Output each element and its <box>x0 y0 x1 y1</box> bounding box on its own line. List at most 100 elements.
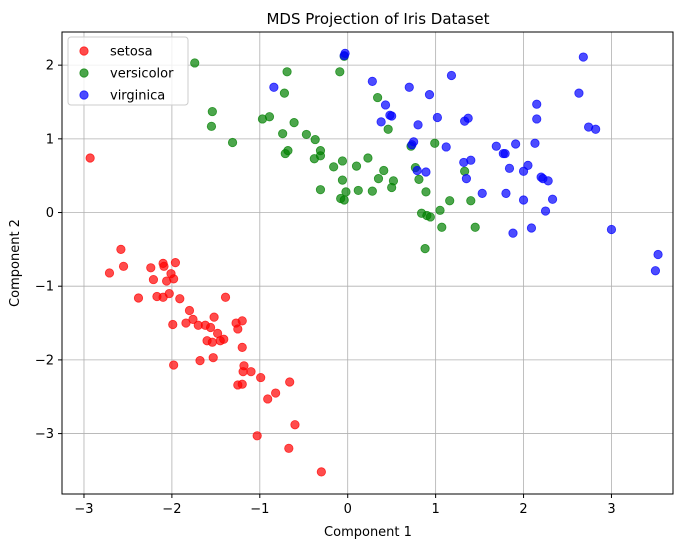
setosa-point <box>246 367 256 377</box>
setosa-point <box>175 294 185 304</box>
setosa-point <box>220 292 231 302</box>
virginica-point <box>540 206 551 216</box>
setosa-point <box>316 467 326 477</box>
setosa-point <box>195 356 205 366</box>
versicolor-point <box>351 161 362 171</box>
virginica-point <box>543 176 553 186</box>
virginica-point <box>421 167 431 177</box>
series-setosa <box>85 153 326 477</box>
virginica-point <box>432 112 442 123</box>
y-axis-title: Component 2 <box>8 219 23 307</box>
versicolor-point <box>367 186 377 196</box>
virginica-point <box>463 113 473 123</box>
setosa-point <box>148 274 159 285</box>
virginica-point <box>526 223 537 233</box>
versicolor-point <box>373 92 383 103</box>
versicolor-point <box>353 185 363 196</box>
setosa-point <box>233 324 243 334</box>
virginica-point <box>340 48 350 58</box>
y-tick-label: −3 <box>35 427 54 442</box>
setosa-point <box>208 353 218 363</box>
versicolor-point <box>309 154 319 164</box>
setosa-point <box>238 367 248 377</box>
setosa-point <box>133 293 144 303</box>
x-tick-label: 1 <box>431 502 439 517</box>
virginica-point <box>508 228 518 238</box>
virginica-point <box>578 52 588 62</box>
legend-label-virginica: virginica <box>110 89 165 104</box>
virginica-point <box>376 117 386 127</box>
versicolor-point <box>373 174 384 184</box>
legend: setosa versicolor virginica <box>67 36 189 106</box>
versicolor-point <box>310 134 320 145</box>
y-tick-label: 0 <box>46 206 54 221</box>
virginica-point <box>404 82 414 92</box>
versicolor-point <box>430 138 440 148</box>
setosa-point <box>184 305 195 316</box>
setosa-point <box>170 258 181 268</box>
setosa-point <box>169 274 179 284</box>
virginica-point <box>387 111 397 121</box>
setosa-point <box>219 334 229 344</box>
versicolor-point <box>445 196 455 206</box>
virginica-point <box>367 76 377 86</box>
series-virginica <box>269 48 663 276</box>
virginica-point <box>530 138 540 148</box>
virginica-point <box>501 188 511 198</box>
versicolor-point <box>190 58 200 68</box>
chart-title: MDS Projection of Iris Dataset <box>266 10 489 28</box>
virginica-point <box>532 114 542 124</box>
versicolor-point <box>335 67 345 77</box>
versicolor-point <box>339 195 349 205</box>
virginica-point <box>412 165 422 176</box>
y-tick-label: 1 <box>46 132 54 147</box>
legend-box <box>67 36 189 106</box>
versicolor-point <box>206 121 217 131</box>
series-versicolor <box>190 51 480 254</box>
setosa-point <box>169 360 179 370</box>
virginica-point <box>424 90 435 100</box>
versicolor-point <box>315 185 326 195</box>
virginica-point <box>518 195 529 205</box>
virginica-point <box>650 266 661 276</box>
versicolor-point <box>282 67 292 77</box>
x-tick-label: 3 <box>607 502 615 517</box>
x-tick-label: 2 <box>519 502 527 517</box>
axis-ticks: −3 −2 −1 0 1 2 3 −3 −2 −1 0 1 2 <box>35 59 616 517</box>
setosa-point <box>256 372 266 383</box>
setosa-point <box>146 263 156 273</box>
virginica-point <box>491 141 501 151</box>
legend-marker-versicolor <box>79 68 89 78</box>
versicolor-point <box>301 129 311 140</box>
setosa-point <box>285 377 295 387</box>
virginica-point <box>441 142 451 152</box>
setosa-point <box>271 388 281 398</box>
virginica-point <box>409 137 419 147</box>
versicolor-point <box>289 118 299 128</box>
virginica-point <box>523 160 533 170</box>
setosa-point <box>237 316 247 326</box>
setosa-point <box>207 337 217 347</box>
virginica-point <box>653 249 663 260</box>
setosa-point <box>209 312 219 322</box>
setosa-point <box>85 153 95 163</box>
versicolor-point <box>420 244 430 254</box>
versicolor-point <box>387 182 397 193</box>
legend-label-setosa: setosa <box>110 45 153 60</box>
setosa-point <box>237 379 247 389</box>
versicolor-point <box>435 205 445 215</box>
data-points <box>85 48 663 477</box>
versicolor-point <box>227 137 238 148</box>
versicolor-point <box>278 129 288 139</box>
virginica-point <box>532 99 542 109</box>
setosa-point <box>284 443 294 453</box>
x-tick-label: −2 <box>162 502 181 517</box>
legend-label-versicolor: versicolor <box>110 67 174 82</box>
versicolor-point <box>207 106 217 117</box>
setosa-point <box>290 420 300 430</box>
versicolor-point <box>470 222 480 232</box>
virginica-point <box>466 155 476 165</box>
versicolor-point <box>337 156 348 166</box>
virginica-point <box>461 174 472 184</box>
